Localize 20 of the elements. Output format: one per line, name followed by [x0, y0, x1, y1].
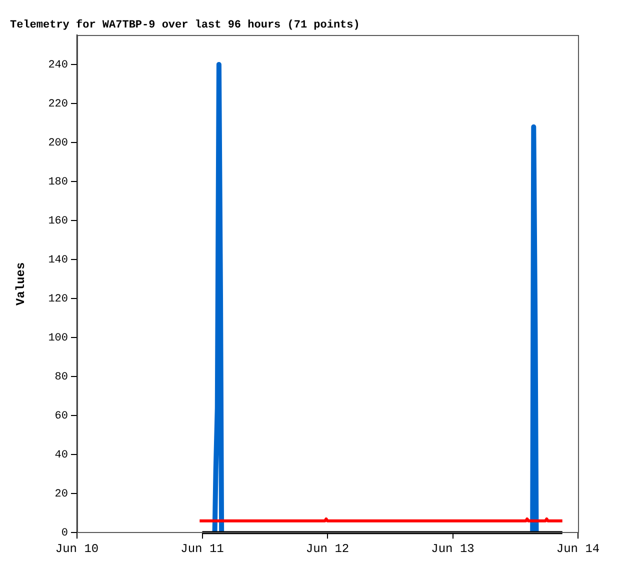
y-tick-label: 160: [48, 215, 68, 228]
y-tick-label: 180: [48, 176, 68, 188]
y-tick-label: 60: [54, 410, 68, 422]
y-tick-label: 80: [54, 371, 68, 384]
x-tick-label: Jun 12: [306, 542, 350, 556]
y-tick-label: 20: [54, 488, 68, 500]
y-tick-label: 40: [54, 449, 68, 462]
y-tick-label: 140: [48, 254, 68, 266]
y-tick-label: 220: [48, 98, 68, 110]
x-tick-label: Jun 11: [180, 542, 224, 556]
x-tick-label: Jun 10: [55, 542, 99, 556]
y-tick-label: 200: [48, 137, 68, 150]
y-tick-label: 240: [48, 59, 68, 72]
x-tick-label: Jun 13: [431, 542, 474, 556]
y-tick-label: 120: [48, 293, 68, 306]
chart-title: Telemetry for WA7TBP-9 over last 96 hours (71 points): [10, 18, 360, 32]
x-tick-label: Jun 14: [556, 542, 600, 556]
y-tick-label: 0: [61, 528, 68, 540]
y-axis-title: Values: [14, 262, 28, 306]
y-tick-label: 100: [48, 332, 68, 344]
